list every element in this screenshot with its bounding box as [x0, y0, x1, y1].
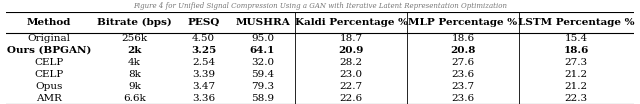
Text: 23.6: 23.6: [451, 94, 474, 103]
Text: 20.8: 20.8: [450, 46, 476, 55]
Text: 32.0: 32.0: [251, 58, 274, 67]
Text: 256k: 256k: [122, 34, 148, 43]
Text: 4.50: 4.50: [192, 34, 215, 43]
Text: 20.9: 20.9: [339, 46, 364, 55]
Text: 22.7: 22.7: [340, 82, 363, 91]
Text: 64.1: 64.1: [250, 46, 275, 55]
Text: 18.7: 18.7: [340, 34, 363, 43]
Text: 22.6: 22.6: [340, 94, 363, 103]
Text: Bitrate (bps): Bitrate (bps): [97, 18, 172, 27]
Text: 18.6: 18.6: [451, 34, 474, 43]
Text: 3.36: 3.36: [192, 94, 215, 103]
Text: 23.0: 23.0: [340, 70, 363, 79]
Text: 59.4: 59.4: [251, 70, 274, 79]
Text: 8k: 8k: [128, 70, 141, 79]
Text: 15.4: 15.4: [564, 34, 588, 43]
Text: Ours (BPGAN): Ours (BPGAN): [7, 46, 92, 55]
Text: Kaldi Percentage %: Kaldi Percentage %: [294, 18, 408, 27]
Text: LSTM Percentage %: LSTM Percentage %: [518, 18, 634, 27]
Text: 6.6k: 6.6k: [123, 94, 146, 103]
Text: PESQ: PESQ: [188, 18, 220, 27]
Text: 79.3: 79.3: [251, 82, 274, 91]
Text: 58.9: 58.9: [251, 94, 274, 103]
Text: 4k: 4k: [128, 58, 141, 67]
Text: 21.2: 21.2: [564, 82, 588, 91]
Text: Opus: Opus: [35, 82, 63, 91]
Text: 2k: 2k: [127, 46, 141, 55]
Text: 3.39: 3.39: [192, 70, 215, 79]
Text: CELP: CELP: [35, 58, 64, 67]
Text: 3.25: 3.25: [191, 46, 216, 55]
Text: AMR: AMR: [36, 94, 62, 103]
Text: 18.6: 18.6: [563, 46, 589, 55]
Text: 22.3: 22.3: [564, 94, 588, 103]
Text: CELP: CELP: [35, 70, 64, 79]
Text: 9k: 9k: [128, 82, 141, 91]
Text: 28.2: 28.2: [340, 58, 363, 67]
Text: Original: Original: [28, 34, 70, 43]
Text: 95.0: 95.0: [251, 34, 274, 43]
Text: MUSHRA: MUSHRA: [235, 18, 290, 27]
Text: 21.2: 21.2: [564, 70, 588, 79]
Text: 27.3: 27.3: [564, 58, 588, 67]
Text: 2.54: 2.54: [192, 58, 215, 67]
Text: Figure 4 for Unified Signal Compression Using a GAN with Iterative Latent Repres: Figure 4 for Unified Signal Compression …: [133, 2, 507, 10]
Text: 27.6: 27.6: [451, 58, 474, 67]
Text: MLP Percentage %: MLP Percentage %: [408, 18, 517, 27]
Text: Method: Method: [27, 18, 71, 27]
Text: 3.47: 3.47: [192, 82, 215, 91]
Text: 23.7: 23.7: [451, 82, 474, 91]
Text: 23.6: 23.6: [451, 70, 474, 79]
